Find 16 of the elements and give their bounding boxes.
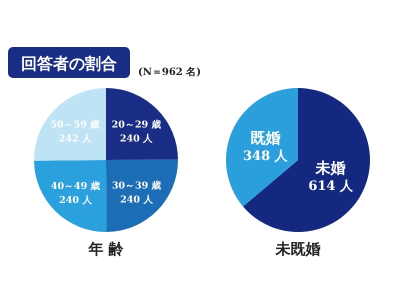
data-label: 614 人: [308, 179, 354, 194]
data-label: 240 人: [120, 132, 154, 144]
data-label: 348 人: [243, 148, 289, 164]
slice-label: 50～59 歳: [50, 118, 100, 131]
data-label: 240 人: [59, 194, 94, 206]
text: 年 齢: [87, 240, 125, 258]
data-label: 240 人: [120, 193, 154, 206]
text: 未既婚: [274, 240, 320, 258]
slice-label: 未婚: [314, 159, 346, 178]
chart-title: 回答者の割合: [21, 54, 117, 73]
slice-label: 既婚: [250, 128, 280, 147]
slice-label: 20～29 歳: [112, 118, 162, 130]
slice-label: 40～49 歳: [50, 180, 101, 192]
slice-label: 30～39 歳: [112, 179, 162, 192]
text: (N＝962 名): [138, 66, 201, 78]
data-label: 242 人: [58, 132, 93, 145]
